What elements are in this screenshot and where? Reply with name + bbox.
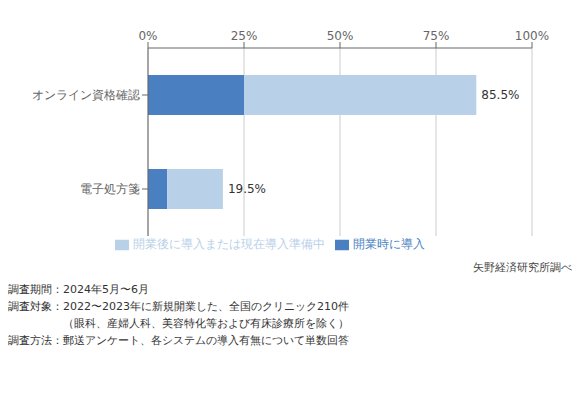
svg-text:50%: 50% bbox=[327, 29, 354, 43]
html-text:矢野経済研究所調べ: 矢野経済研究所調べ bbox=[473, 261, 572, 274]
svg-text:オンライン資格確認: オンライン資格確認 bbox=[32, 88, 140, 102]
svg-text:0%: 0% bbox=[138, 29, 157, 43]
svg-text:19.5%: 19.5% bbox=[228, 182, 266, 196]
svg-text:75%: 75% bbox=[423, 29, 450, 43]
svg-text:電子処方箋: 電子処方箋 bbox=[80, 182, 140, 196]
html-text:調査期間：2024年5月〜6月: 調査期間：2024年5月〜6月 bbox=[8, 283, 149, 296]
html-text:開業時に導入: 開業時に導入 bbox=[353, 237, 425, 251]
html-text:開業後に導入または現在導入準備中: 開業後に導入または現在導入準備中 bbox=[133, 237, 325, 251]
svg-text:100%: 100% bbox=[515, 29, 549, 43]
html-text:（眼科、産婦人科、美容特化等および有床診療所を除く）: （眼科、産婦人科、美容特化等および有床診療所を除く） bbox=[8, 317, 349, 330]
html-text:調査対象：2022〜2023年に新規開業した、全国のクリニッ: 調査対象：2022〜2023年に新規開業した、全国のクリニック210件 bbox=[8, 300, 349, 313]
svg-text:25%: 25% bbox=[231, 29, 258, 43]
svg-text:85.5%: 85.5% bbox=[481, 88, 519, 102]
html-text:調査方法：郵送アンケート、各システムの導入有無について単数回: 調査方法：郵送アンケート、各システムの導入有無について単数回答 bbox=[8, 334, 349, 347]
